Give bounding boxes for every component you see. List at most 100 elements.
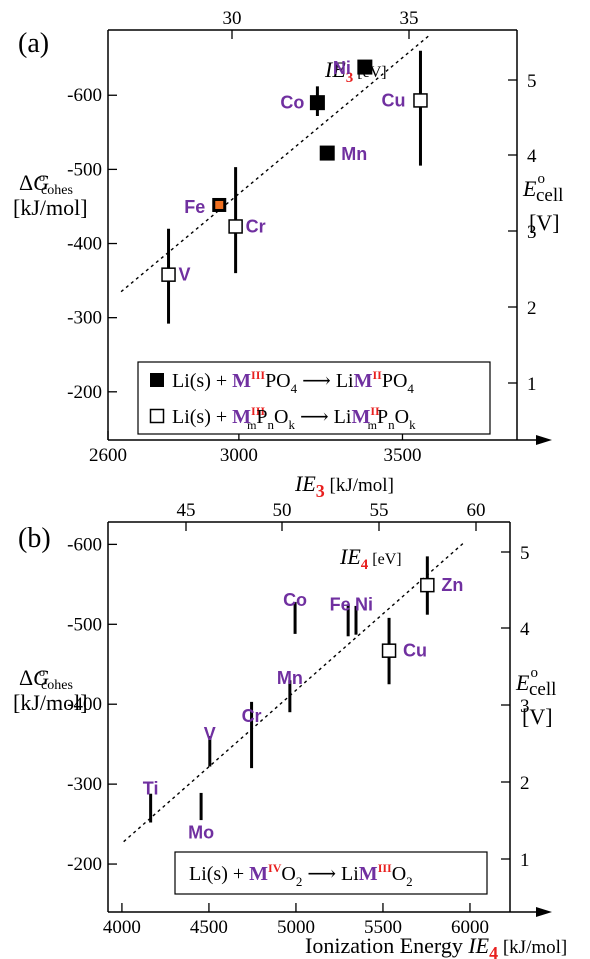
data-point-ti: Ti [143,779,159,823]
y-tick-label: -500 [67,614,102,635]
marker-open-square [420,577,435,593]
right-tick-label: 3 [520,696,530,717]
top-axis-title: IE4 [eV] [339,544,402,573]
data-point-mn: Mn [319,144,367,164]
element-label: V [204,724,216,744]
x-axis-arrowhead [536,435,552,445]
data-point-cr: Cr [228,167,266,274]
y-tick-label: -400 [67,694,102,715]
x-tick-label: 2600 [89,445,127,466]
y-tick-label: -400 [67,234,102,255]
legend-marker-open [149,408,165,424]
element-label: Ni [355,594,373,614]
x-tick-label: 3000 [220,445,258,466]
x-axis-arrowhead [536,907,552,917]
element-label: Mo [188,823,214,843]
y-tick-label: -600 [67,85,102,106]
panel-b: (b) 4000 4500 5000 5500 6000 -600 -500 -400 -300 -… [13,500,567,959]
top-tick-label: 45 [177,500,196,521]
marker-open-square [161,267,176,282]
x-tick-label: 6000 [451,917,489,938]
legend-entry: Li(s) + MIIIPO4 ⟶ LiMIIPO4 [172,368,414,396]
y-tick-label: -500 [67,159,102,180]
right-tick-label: 5 [520,543,530,564]
element-label: V [179,265,191,285]
x-tick-label: 4000 [103,917,141,938]
marker-open-square [228,219,243,234]
top-tick-label: 35 [400,8,419,29]
x-tick-label: 3500 [383,445,421,466]
right-axis-title: Eo cell [522,171,563,206]
trend-line [120,35,430,293]
right-tick-label: 4 [527,146,537,167]
element-label: Cr [242,706,262,726]
x-tick-label: 5000 [277,917,315,938]
element-label: Co [280,93,304,113]
data-point-v: V [204,724,216,767]
y-tick-label: -600 [67,534,102,555]
y-tick-label: -300 [67,774,102,795]
element-label: Co [283,590,307,610]
element-label: Fe [330,594,351,614]
data-point-mn: Mn [277,668,303,713]
left-axis-unit: [kJ/mol] [13,195,88,220]
left-axis-title: ΔGo cohes [19,170,73,198]
panel-label: (a) [18,28,49,59]
data-point-cu: Cu [381,617,427,685]
marker-filled-square [309,95,325,111]
panel-label: (b) [18,523,51,554]
element-label: Ti [143,779,159,799]
marker-highlight [215,200,224,209]
marker-open-square [413,93,428,108]
element-label: Cu [403,641,427,661]
right-tick-label: 3 [527,222,537,243]
element-label: Mn [341,144,367,164]
legend-entry: Li(s) + MIVO2 ⟶ LiMIIIO2 [189,861,413,889]
marker-open-square [381,643,397,658]
data-point-cr: Cr [242,701,262,769]
right-axis-unit: [V] [522,704,553,729]
legend: Li(s) + MIVO2 ⟶ LiMIIIO2 [174,851,488,895]
element-label: Cr [246,216,266,236]
legend-box [174,851,488,895]
top-tick-label: 50 [273,500,292,521]
right-axis-unit: [V] [529,210,560,235]
y-tick-label: -200 [67,854,102,875]
right-tick-label: 2 [520,773,530,794]
data-point-co: Co [280,86,325,117]
right-tick-label: 4 [520,619,530,640]
right-tick-label: 1 [520,850,530,871]
right-axis-title: Eo cell [515,665,556,700]
element-label: Fe [184,197,205,217]
x-tick-label: 5500 [364,917,402,938]
legend-entry: Li(s) + MIII mPnOk ⟶ LiMII mPnOk [172,404,416,432]
x-tick-label: 4500 [190,917,228,938]
legend-box [137,361,491,435]
y-tick-label: -200 [67,382,102,403]
right-tick-label: 1 [527,374,537,395]
data-point-mo: Mo [188,792,214,843]
top-tick-label: 60 [467,500,486,521]
legend: Li(s) + MIIIPO4 ⟶ LiMIIPO4 Li(s) + MIII mP… [137,361,491,435]
element-label: Cu [381,90,405,110]
data-point-ni: Ni [354,594,373,635]
bottom-axis-title: Ionization Energy IE4 [kJ/mol] [305,933,567,959]
legend-marker-filled [150,373,164,387]
right-tick-label: 5 [527,71,537,92]
data-point-zn: Zn [420,556,463,615]
trend-line [123,541,466,843]
data-point-v: V [161,228,191,324]
top-tick-label: 30 [223,8,242,29]
right-tick-label: 2 [527,298,537,319]
data-point-co: Co [283,590,307,634]
left-axis-title: ΔGo cohes [19,665,73,693]
data-point-cu: Cu [381,50,428,166]
data-point-ni: Ni [333,58,373,78]
element-label: Mn [277,668,303,688]
marker-filled-square [357,59,373,75]
left-axis-unit: [kJ/mol] [13,690,88,715]
element-label: Ni [333,58,351,78]
marker-filled-square [319,145,335,161]
